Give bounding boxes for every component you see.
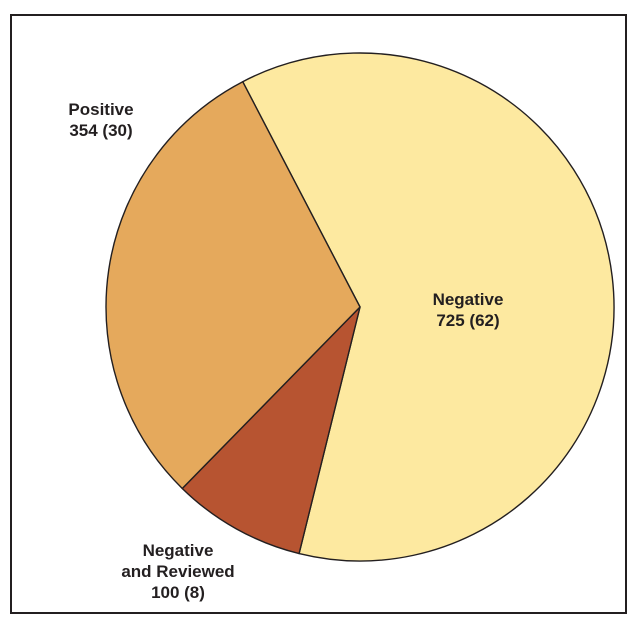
label-negative: Negative 725 (62) — [433, 290, 504, 330]
slice-negative-and-reviewed — [181, 306, 361, 555]
label-positive: Positive 354 (30) — [68, 100, 133, 140]
slice-negative — [242, 52, 615, 562]
label-negative-and-reviewed: Negative and Reviewed 100 (8) — [121, 541, 234, 602]
slice-positive — [105, 81, 361, 490]
